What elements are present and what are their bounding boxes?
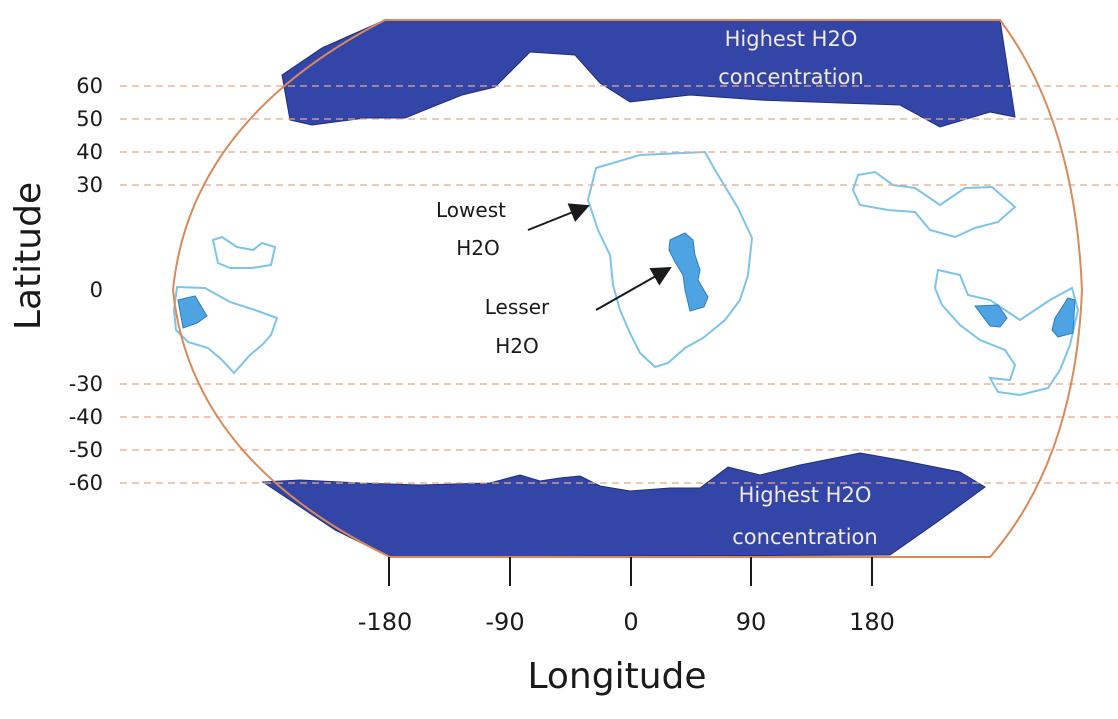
x-tick-labels: -180 -90 0 90 180 <box>358 608 895 636</box>
annotation-lesser: Lesser H2O <box>485 295 550 358</box>
y-axis-title: Latitude <box>8 182 49 330</box>
y-tick-label: -40 <box>69 405 103 429</box>
annotation-lowest-line2: H2O <box>456 236 500 260</box>
lowest-h2o-region-center <box>586 150 754 369</box>
annotation-highest-bottom-line2: concentration <box>732 525 877 549</box>
y-tick-label: 60 <box>76 74 103 98</box>
lowest-h2o-region-east-upper <box>851 170 1017 239</box>
y-tick-label: -60 <box>69 471 103 495</box>
lesser-h2o-region-east-2 <box>1051 297 1076 338</box>
lesser-h2o-region-center <box>668 232 709 312</box>
latitude-gridlines <box>120 85 1118 484</box>
y-tick-label: 0 <box>90 278 103 302</box>
x-tick-label: 90 <box>736 608 767 636</box>
annotation-lesser-line2: H2O <box>495 334 539 358</box>
y-tick-label: 50 <box>76 107 103 131</box>
x-tick-label: 0 <box>623 608 638 636</box>
annotation-lowest-line1: Lowest <box>436 198 506 222</box>
highest-h2o-region-north <box>281 19 1016 128</box>
annotation-highest-top: Highest H2O concentration <box>718 27 863 89</box>
map-regions <box>172 19 1080 558</box>
arrow-lowest <box>527 203 590 231</box>
annotation-highest-top-line2: concentration <box>718 65 863 89</box>
x-axis-ticks <box>388 557 873 586</box>
annotation-lowest: Lowest H2O <box>436 198 506 260</box>
x-tick-label: -180 <box>358 608 412 636</box>
map-projection-border <box>171 19 1084 558</box>
highest-h2o-region-south <box>261 452 986 558</box>
lowest-h2o-region-east-lower <box>933 268 1080 397</box>
lesser-h2o-region-east-1 <box>974 304 1008 328</box>
annotation-highest-top-line1: Highest H2O <box>725 27 858 51</box>
y-tick-labels: 60 50 40 30 0 -30 -40 -50 -60 <box>69 74 103 495</box>
y-tick-label: -30 <box>69 372 103 396</box>
x-axis-title: Longitude <box>527 656 706 697</box>
y-tick-label: 40 <box>76 140 103 164</box>
x-tick-label: -90 <box>485 608 524 636</box>
x-tick-label: 180 <box>849 608 895 636</box>
annotation-highest-bottom: Highest H2O concentration <box>732 483 877 549</box>
lesser-h2o-region-west <box>177 295 208 329</box>
annotation-lesser-line1: Lesser <box>485 295 550 319</box>
annotation-highest-bottom-line1: Highest H2O <box>739 483 872 507</box>
arrow-lesser <box>595 267 672 311</box>
lowest-h2o-region-west-upper <box>211 235 277 269</box>
y-tick-label: -50 <box>69 438 103 462</box>
y-tick-label: 30 <box>76 173 103 197</box>
